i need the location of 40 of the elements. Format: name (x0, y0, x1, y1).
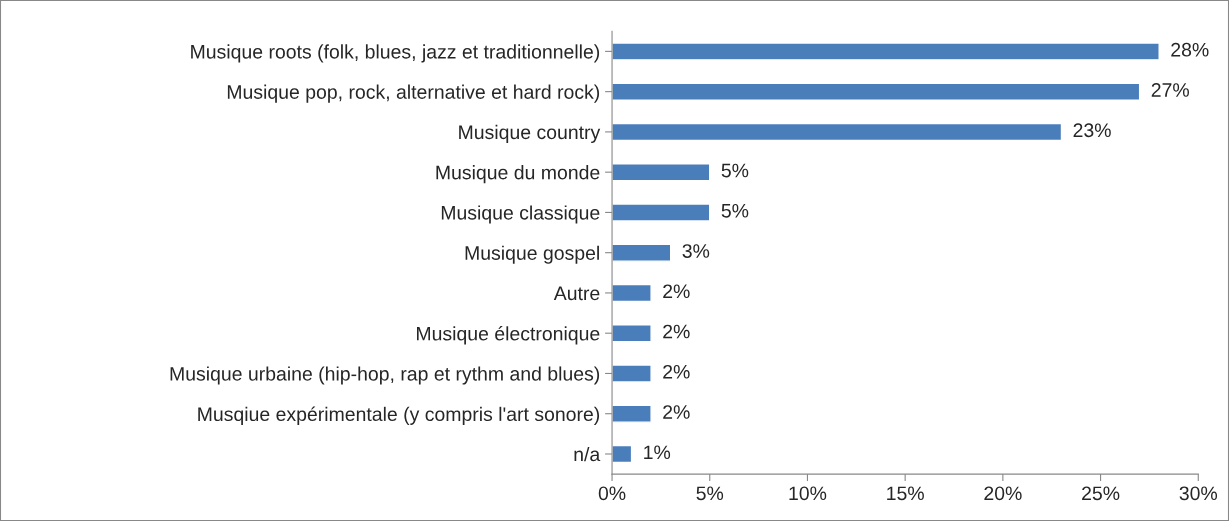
x-tick-label: 20% (984, 486, 1022, 501)
y-tick-label: Musqiue expérimentale (y compris l'art sonore) (198, 406, 600, 425)
data-label: 2% (663, 284, 690, 299)
x-tick-label: 30% (1179, 486, 1218, 501)
data-label: 2% (663, 324, 690, 339)
y-tick-label: Musique country (459, 124, 601, 143)
bar (612, 283, 652, 303)
data-label: 1% (644, 445, 671, 460)
bar (612, 243, 672, 262)
y-tick-label: Musique classique (441, 205, 600, 224)
x-tick-label: 0% (598, 486, 626, 501)
y-tick-label: n/a (574, 446, 601, 462)
y-tick-label: Musique du monde (436, 165, 600, 184)
bar (612, 324, 652, 343)
y-tick-label: Autre (553, 286, 600, 301)
data-label: 28% (1171, 42, 1209, 57)
bar (612, 444, 633, 464)
data-label: 23% (1073, 123, 1111, 138)
y-tick-label: Musique pop, rock, alternative et hard rock) (227, 84, 600, 103)
data-label: 2% (663, 405, 690, 419)
data-label: 3% (682, 244, 710, 258)
bar (612, 404, 652, 423)
bar (612, 82, 1141, 101)
x-tick-label: 10% (789, 486, 827, 501)
data-label: 2% (663, 364, 690, 379)
bar (612, 163, 711, 182)
bar (612, 203, 711, 222)
y-tick-label: Musique urbaine (hip-hop, rap et rythm and blues) (170, 366, 600, 385)
x-tick-label: 25% (1082, 486, 1120, 501)
x-tick-label: 15% (887, 486, 924, 501)
x-tick-label: 5% (696, 486, 724, 501)
y-tick-label: Musique gospel (465, 245, 599, 264)
y-tick-label: Musique électronique (417, 326, 600, 345)
bar (612, 122, 1063, 142)
bar (612, 364, 652, 383)
data-label: 27% (1151, 83, 1189, 97)
data-label: 5% (721, 163, 749, 178)
bar (612, 42, 1160, 61)
y-tick-label: Musique roots (folk, blues, jazz et traditionnelle) (191, 44, 600, 63)
data-label: 5% (721, 203, 749, 218)
